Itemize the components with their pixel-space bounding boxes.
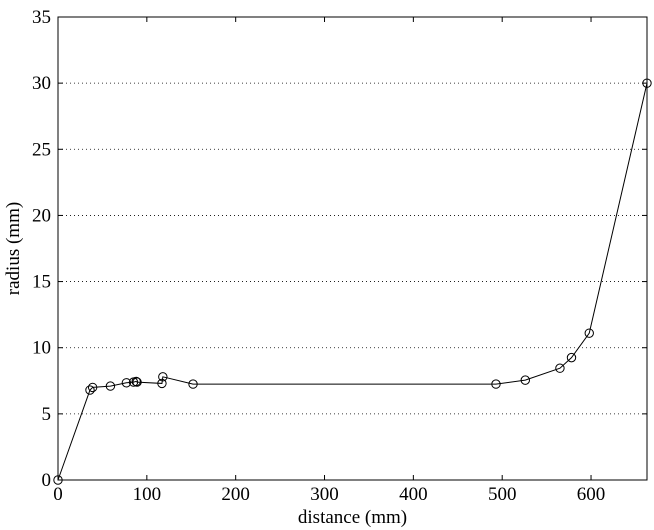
y-axis-label: radius (mm) <box>3 202 24 295</box>
data-point <box>566 352 577 363</box>
x-tick-label: 0 <box>53 484 63 505</box>
data-point <box>53 475 63 485</box>
plot-frame <box>57 16 648 481</box>
data-point <box>132 377 142 387</box>
data-point <box>520 375 530 385</box>
x-axis-label: distance (mm) <box>298 507 407 528</box>
x-tick-label: 100 <box>133 484 162 505</box>
data-point <box>157 378 167 389</box>
tick-labels: 0 5 10 15 20 25 30 35 0 100 200 300 400 500 600 <box>32 7 605 505</box>
data-point <box>85 385 95 395</box>
x-tick-label: 500 <box>488 484 517 505</box>
series-markers <box>53 78 652 485</box>
y-tick-label: 35 <box>32 7 51 28</box>
data-point <box>642 78 652 88</box>
data-point <box>555 363 565 373</box>
data-point <box>105 381 116 391</box>
data-point <box>584 328 594 338</box>
y-tick-label: 15 <box>32 272 51 293</box>
x-tick-label: 300 <box>310 484 339 505</box>
data-point <box>188 379 198 389</box>
x-tick-label: 200 <box>221 484 250 505</box>
series-line <box>57 83 648 481</box>
y-tick-label: 30 <box>32 73 51 94</box>
y-tick-label: 25 <box>32 139 51 160</box>
data-point <box>491 379 501 389</box>
data-point <box>131 376 141 387</box>
data-point <box>87 382 98 393</box>
y-tick-label: 0 <box>42 470 52 491</box>
x-tick-label: 600 <box>577 484 606 505</box>
data-point <box>158 372 168 382</box>
y-tick-label: 5 <box>42 404 52 425</box>
data-point <box>121 378 132 388</box>
axis-ticks <box>57 16 647 481</box>
y-tick-label: 20 <box>32 205 51 226</box>
y-tick-label: 10 <box>32 338 51 359</box>
x-tick-label: 400 <box>399 484 428 505</box>
